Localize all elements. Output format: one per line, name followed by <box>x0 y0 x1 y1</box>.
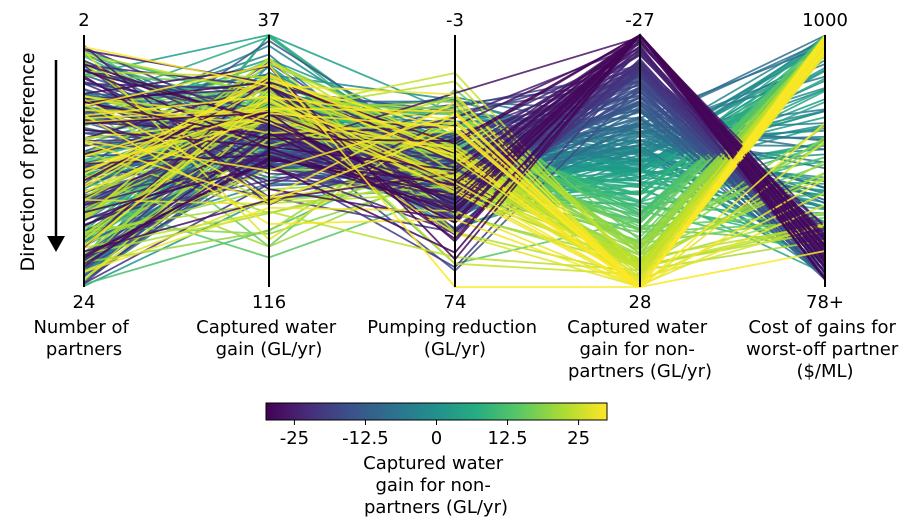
axis-label-pumping: Pumping reduction (GL/yr) <box>367 317 543 360</box>
axis-top-label-3: -27 <box>625 10 654 31</box>
axis-bottom-label-3: 28 <box>629 292 652 313</box>
axis-labels: Number of partners Captured water gain (… <box>33 317 904 382</box>
axis-top-label-0: 2 <box>78 10 89 31</box>
colorbar-tick-label-4: 25 <box>567 428 590 449</box>
axis-label-partners: Number of partners <box>33 317 134 360</box>
axis-top-label-2: -3 <box>446 10 464 31</box>
colorbar-tick-label-0: -25 <box>280 428 309 449</box>
colorbar-ticks: -25 -12.5 0 12.5 25 <box>280 420 590 449</box>
colorbar: -25 -12.5 0 12.5 25 Captured water gain for … <box>265 402 608 518</box>
axis-bottom-label-2: 74 <box>444 292 467 313</box>
axis-bottom-label-4: 78+ <box>806 292 844 313</box>
axis-bottom-label-1: 116 <box>252 292 286 313</box>
colorbar-tick-label-1: -12.5 <box>342 428 389 449</box>
axis-label-captured-gain: Captured water gain (GL/yr) <box>196 317 342 360</box>
axis-top-label-1: 37 <box>258 10 281 31</box>
colorbar-tick-label-3: 12.5 <box>488 428 528 449</box>
axis-label-non-partners: Captured water gain for non- partners (G… <box>567 317 713 382</box>
y-axis-label: Direction of preference <box>17 52 39 271</box>
axis-label-cost: Cost of gains for worst-off partner ($/M… <box>746 317 904 382</box>
colorbar-tick-label-2: 0 <box>431 428 442 449</box>
axis-top-label-4: 1000 <box>802 10 848 31</box>
direction-arrow <box>47 60 65 252</box>
axes: 2 24 37 116 -3 74 -27 28 1000 78+ <box>73 10 848 313</box>
axis-bottom-label-0: 24 <box>73 292 96 313</box>
colorbar-label: Captured water gain for non- partners (G… <box>363 453 509 518</box>
colorbar-gradient <box>265 402 608 421</box>
